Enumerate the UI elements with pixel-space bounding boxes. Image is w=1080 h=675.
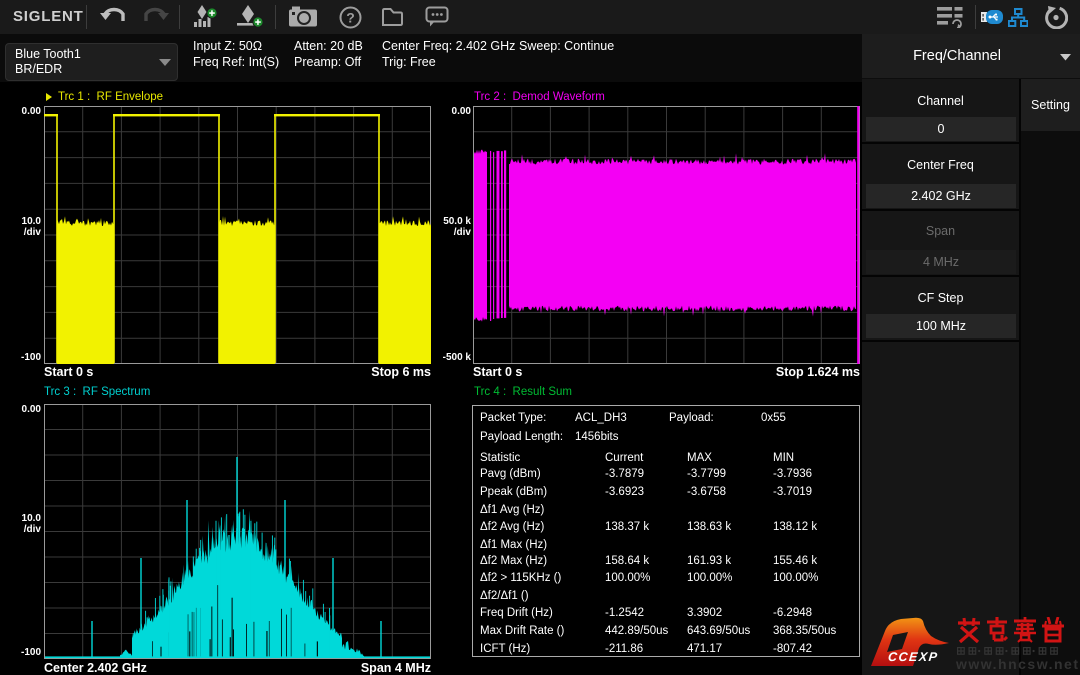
svg-text:?: ?: [346, 10, 355, 26]
